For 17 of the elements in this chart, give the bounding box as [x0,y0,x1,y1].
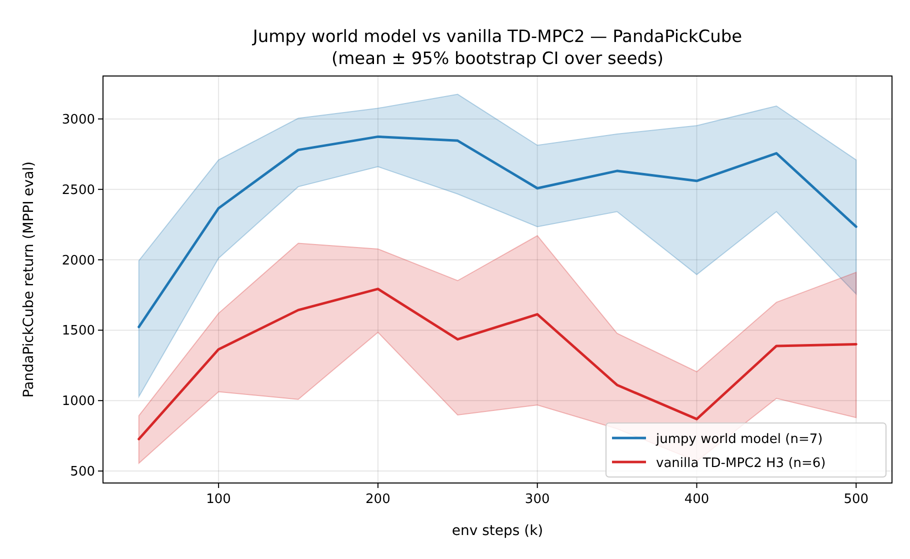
y-tick-label: 2500 [62,182,95,198]
y-tick-label: 2000 [62,253,95,268]
legend-label: jumpy world model (n=7) [655,432,823,447]
y-axis-title: PandaPickCube return (MPPI eval) [21,161,37,398]
legend-label: vanilla TD-MPC2 H3 (n=6) [656,456,826,471]
y-tick-label: 1500 [62,324,95,339]
x-tick-label: 300 [524,492,550,507]
x-axis-title: env steps (k) [452,523,544,539]
x-tick-label: 400 [684,492,710,507]
x-tick-label: 200 [366,492,390,507]
line-series [138,135,858,328]
x-tick-label: 100 [206,492,231,507]
y-tick-label: 1000 [62,394,95,410]
y-tick-label: 500 [70,464,95,480]
y-tick-label: 3000 [62,112,95,128]
x-tick-label: 500 [844,492,869,507]
chart-title: Jumpy world model vs vanilla TD-MPC2 — PandaPickCube (mean ± 95% bootstrap CI over seeds) [252,27,742,69]
